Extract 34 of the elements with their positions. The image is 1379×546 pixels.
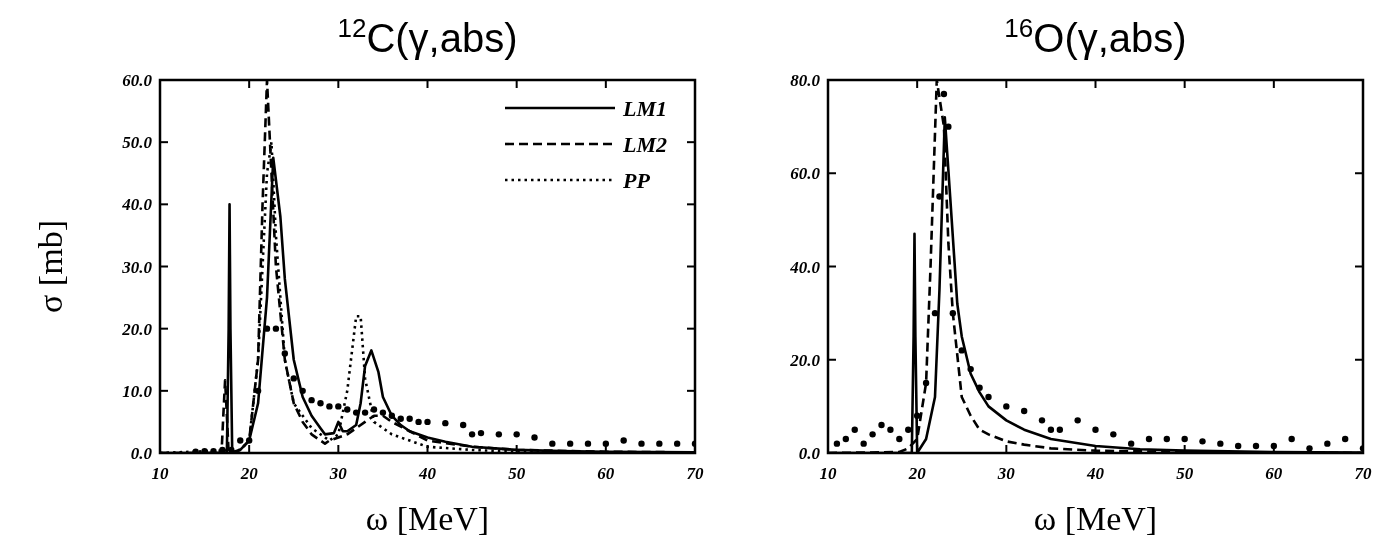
y-tick-label: 0.0 bbox=[130, 444, 153, 463]
y-tick-label: 10.0 bbox=[122, 381, 153, 401]
x-axis-title: ω [MeV] bbox=[1033, 500, 1158, 537]
x-tick-label: 30 bbox=[996, 464, 1016, 483]
x-tick-label: 10 bbox=[819, 464, 837, 483]
y-tick-label: 60.0 bbox=[122, 71, 153, 90]
y-tick-label: 20.0 bbox=[789, 350, 821, 370]
y-tick-label: 50.0 bbox=[122, 133, 153, 153]
y-tick-label: 40.0 bbox=[121, 195, 153, 215]
y-tick-label: 40.0 bbox=[789, 257, 821, 277]
y-tick-label: 80.0 bbox=[790, 71, 821, 90]
x-tick-label: 70 bbox=[1354, 464, 1372, 483]
x-tick-label: 30 bbox=[328, 464, 348, 483]
y-tick-label: 60.0 bbox=[790, 164, 821, 184]
x-tick-label: 60 bbox=[597, 464, 615, 483]
x-tick-label: 10 bbox=[151, 464, 169, 483]
x-tick-label: 20 bbox=[239, 464, 259, 483]
x-tick-label: 70 bbox=[686, 464, 704, 483]
chart-title: $^{16}$O(γ,abs) bbox=[1004, 13, 1187, 60]
x-tick-label: 50 bbox=[508, 464, 526, 483]
x-tick-label: 40 bbox=[418, 464, 437, 483]
chart-title: $^{12}$C(γ,abs) bbox=[337, 13, 518, 60]
y-tick-label: 30.0 bbox=[121, 257, 153, 277]
y-tick-label: 20.0 bbox=[121, 319, 153, 339]
legend-label: PP bbox=[622, 168, 651, 193]
x-tick-label: 20 bbox=[907, 464, 927, 483]
x-tick-label: 40 bbox=[1086, 464, 1105, 483]
x-tick-label: 60 bbox=[1265, 464, 1283, 483]
x-tick-label: 50 bbox=[1176, 464, 1194, 483]
y-axis-title: σ [mb] bbox=[32, 220, 69, 313]
y-tick-label: 0.0 bbox=[798, 444, 821, 463]
legend-label: LM2 bbox=[622, 132, 667, 157]
x-axis-title: ω [MeV] bbox=[365, 500, 490, 537]
legend-label: LM1 bbox=[622, 96, 667, 121]
